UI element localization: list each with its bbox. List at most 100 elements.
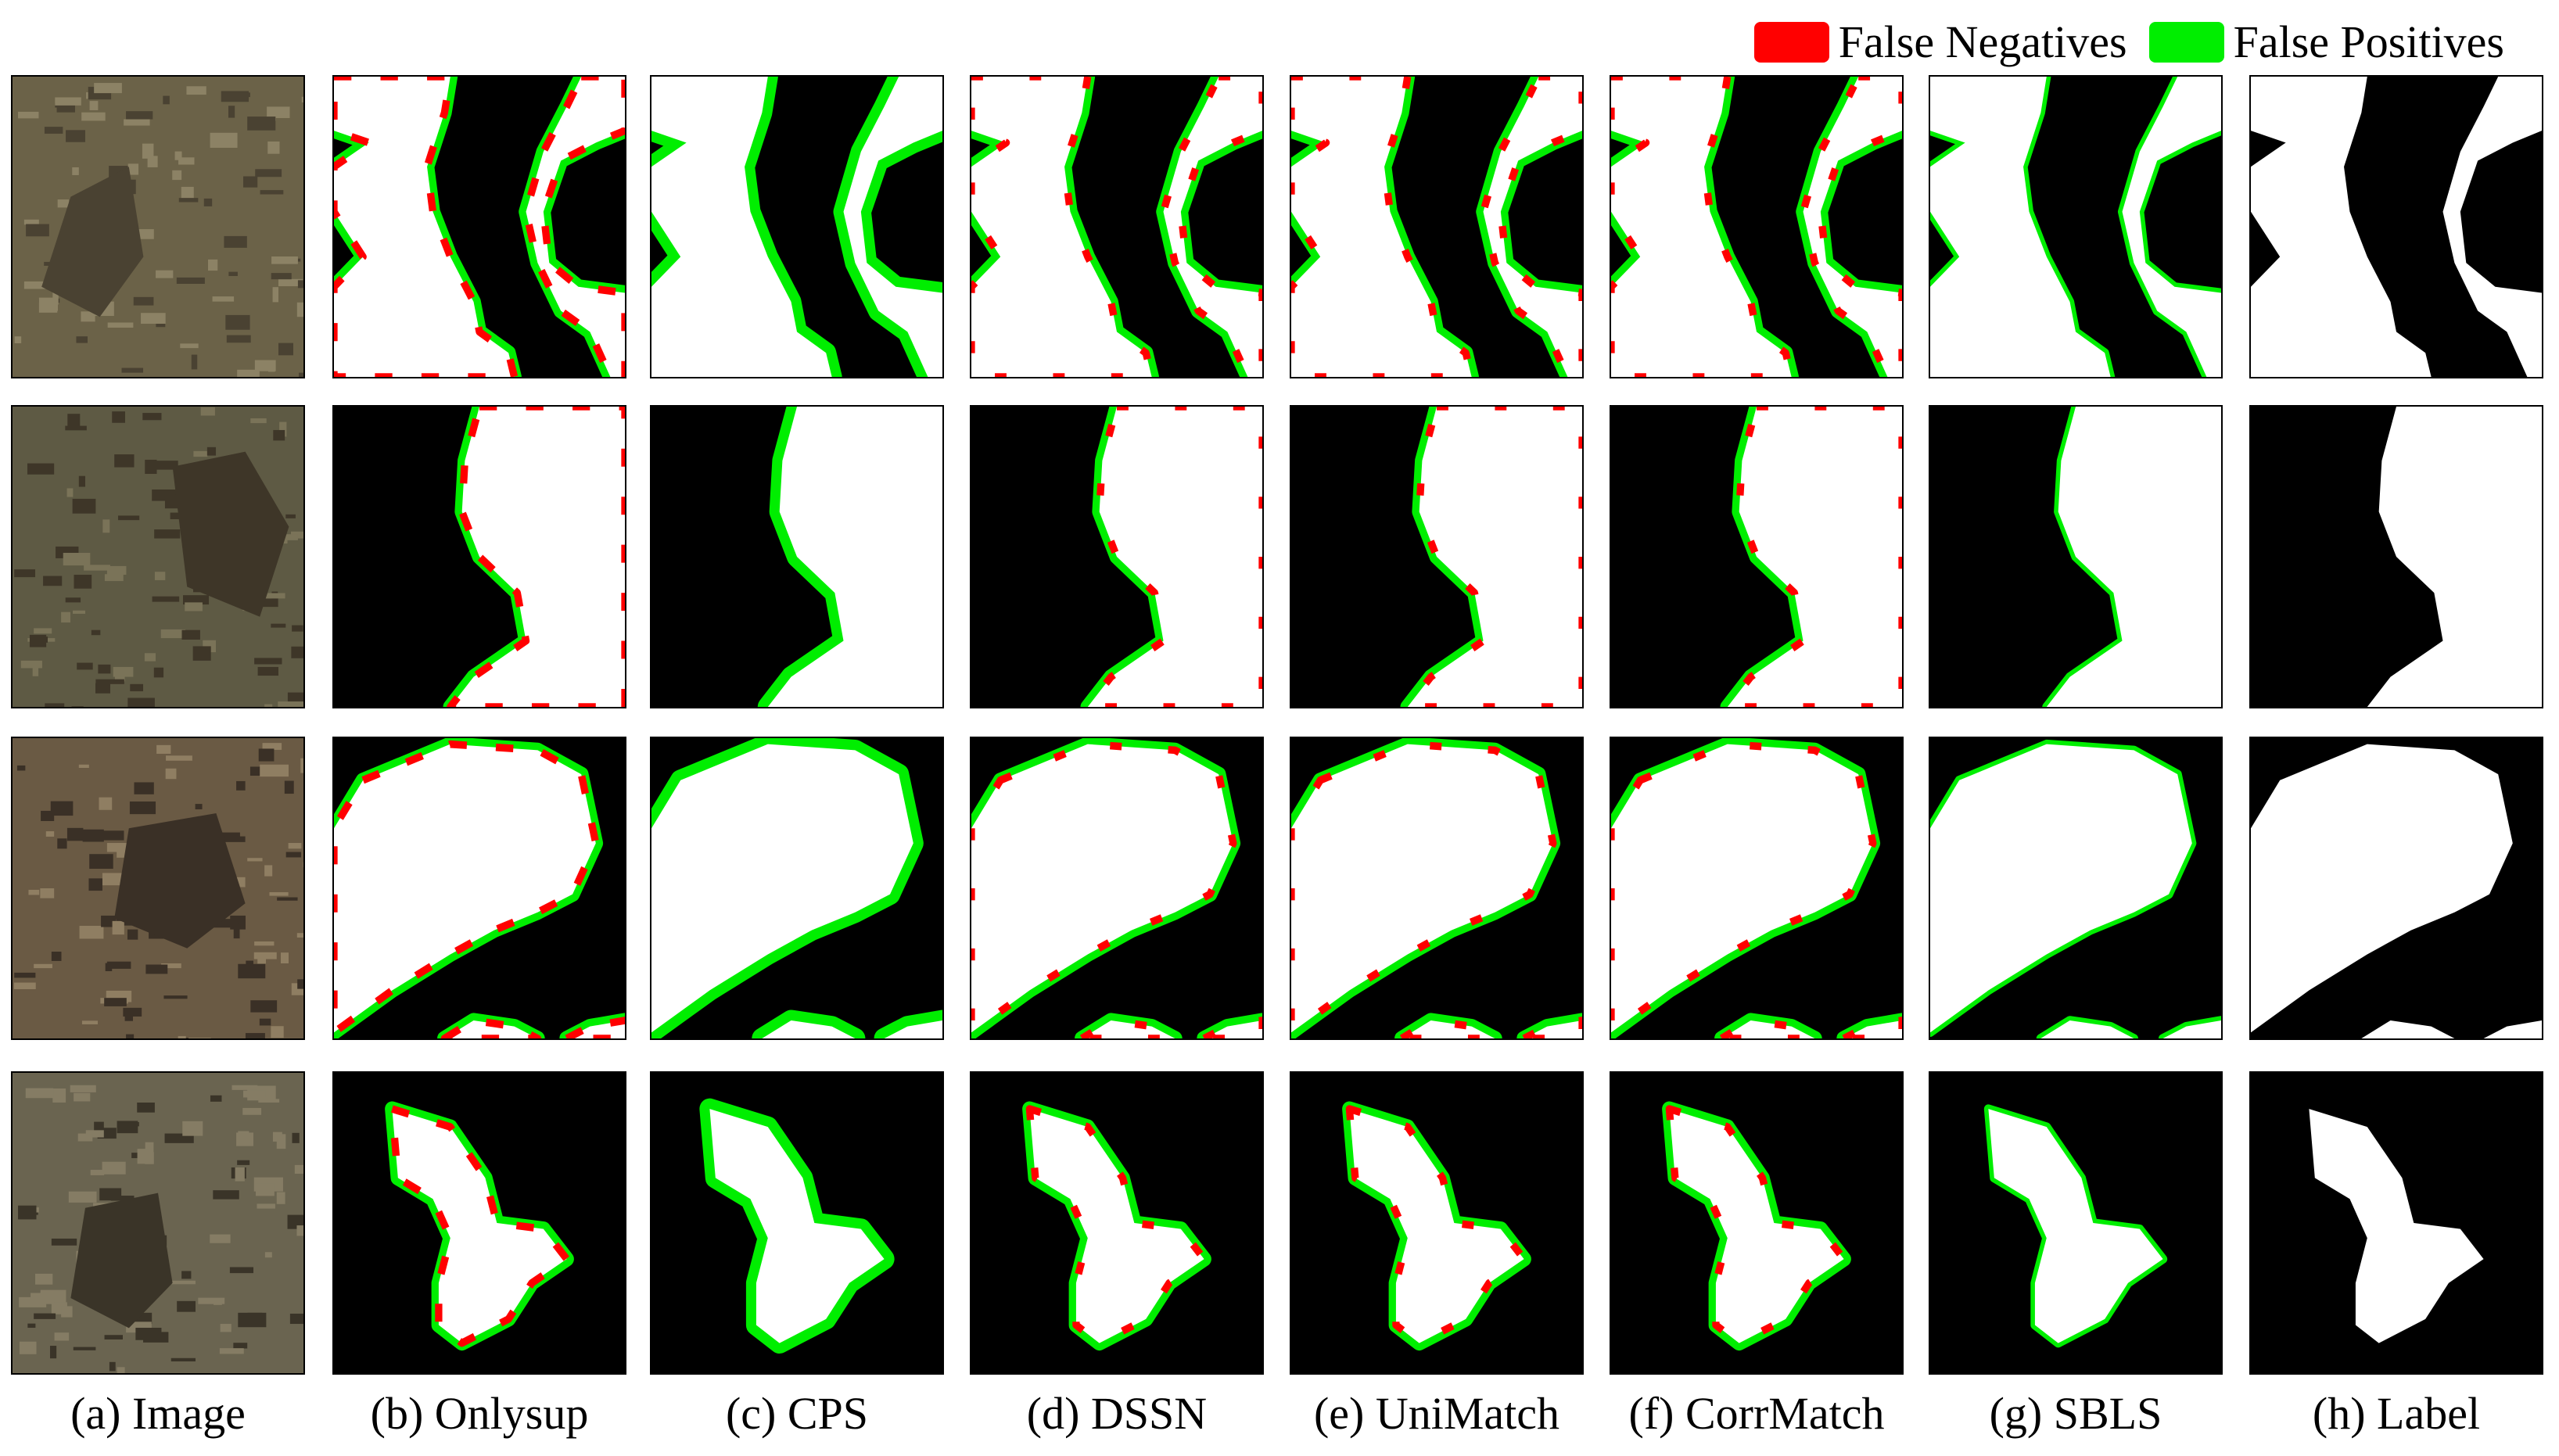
- photo-texture: [247, 858, 262, 861]
- photo-texture: [259, 748, 275, 761]
- photo-texture: [220, 1348, 244, 1354]
- caption-unimatch: (e) UniMatch: [1290, 1382, 1584, 1445]
- photo-texture: [153, 597, 180, 602]
- photo-texture: [17, 766, 25, 771]
- false-positives-swatch: [2149, 22, 2224, 63]
- photo-texture: [134, 782, 153, 794]
- photo-texture: [277, 898, 297, 901]
- corrmatch-mask-panel-row-4: [1610, 1071, 1904, 1375]
- image-panel-row-2: [11, 405, 305, 708]
- photo-texture: [289, 843, 302, 848]
- photo-texture: [290, 1314, 303, 1324]
- photo-texture: [225, 315, 249, 330]
- photo-texture: [178, 1036, 186, 1038]
- image-panel-row-3: [11, 737, 305, 1040]
- false-negatives-label: False Negatives: [1839, 20, 2127, 65]
- photo-texture: [204, 199, 212, 206]
- photo-texture: [118, 515, 139, 520]
- photo-texture: [208, 260, 217, 271]
- photo-texture: [98, 665, 110, 674]
- photo-texture: [46, 831, 54, 837]
- photo-texture: [66, 130, 85, 142]
- dssn-mask-panel-row-1: [970, 75, 1264, 378]
- photo-texture: [99, 798, 112, 810]
- photo-texture: [74, 1347, 96, 1350]
- photo-texture: [24, 220, 39, 225]
- photo-texture: [91, 1170, 104, 1175]
- photo-texture: [72, 167, 79, 175]
- photo-texture: [297, 979, 303, 988]
- photo-texture: [102, 519, 109, 533]
- photo-texture: [260, 1019, 271, 1026]
- photo-texture: [210, 133, 238, 148]
- label-mask-panel-row-4: [2249, 1071, 2543, 1375]
- photo-texture: [161, 629, 185, 638]
- photo-texture: [65, 426, 87, 431]
- photo-texture: [228, 106, 235, 117]
- caption-label: (h) Label: [2249, 1382, 2543, 1445]
- photo-texture: [55, 97, 81, 105]
- photo-texture: [55, 1332, 70, 1340]
- photo-texture: [254, 658, 282, 664]
- photo-texture: [34, 1314, 56, 1319]
- photo-texture: [285, 781, 294, 794]
- photo-texture: [260, 190, 284, 194]
- photo-texture: [41, 811, 54, 821]
- photo-texture: [95, 680, 124, 684]
- onlysup-mask-panel-row-2: [332, 405, 626, 708]
- photo-texture: [264, 705, 272, 707]
- photo-texture: [264, 593, 285, 598]
- photo-texture: [57, 105, 75, 113]
- photo-texture: [14, 983, 36, 989]
- onlysup-mask-panel-row-3: [332, 737, 626, 1040]
- photo-texture: [182, 1121, 203, 1136]
- photo-texture: [70, 1085, 96, 1092]
- caption-onlysup: (b) Onlysup: [332, 1382, 626, 1445]
- photo-texture: [82, 1020, 98, 1024]
- photo-texture: [72, 706, 84, 707]
- photo-texture: [80, 926, 104, 939]
- photo-texture: [125, 1014, 133, 1021]
- photo-texture: [74, 1093, 90, 1102]
- photo-texture: [267, 106, 289, 118]
- dssn-mask-panel-row-3: [970, 737, 1264, 1040]
- photo-texture: [250, 1000, 277, 1012]
- unimatch-mask-panel-row-2: [1290, 405, 1584, 708]
- photo-texture: [126, 1035, 134, 1038]
- photo-texture: [180, 343, 198, 348]
- photo-texture: [300, 758, 303, 773]
- photo-texture: [295, 1165, 303, 1174]
- unimatch-mask-panel-row-3: [1290, 737, 1584, 1040]
- photo-texture: [171, 1281, 196, 1285]
- photo-texture: [18, 112, 38, 118]
- onlysup-mask-panel-row-4: [332, 1071, 626, 1375]
- photo-texture: [20, 1342, 37, 1354]
- sbls-mask-panel-row-2: [1929, 405, 2223, 708]
- image-panel-row-4: [11, 1071, 305, 1375]
- cps-mask-panel-row-4: [650, 1071, 944, 1375]
- photo-texture: [127, 698, 155, 707]
- caption-sbls: (g) SBLS: [1929, 1382, 2223, 1445]
- photo-texture: [231, 1085, 257, 1090]
- cps-mask-panel-row-3: [650, 737, 944, 1040]
- photo-texture: [52, 952, 62, 961]
- photo-texture: [74, 575, 92, 589]
- photo-texture: [254, 952, 277, 959]
- photo-texture: [186, 86, 206, 95]
- photo-texture: [18, 1206, 36, 1220]
- photo-texture: [271, 273, 292, 279]
- photo-texture: [145, 653, 156, 661]
- photo-texture: [214, 1300, 222, 1305]
- photo-texture: [255, 360, 276, 371]
- photo-texture: [291, 647, 303, 658]
- photo-texture: [43, 576, 62, 586]
- photo-texture: [61, 1306, 73, 1317]
- photo-texture: [207, 447, 216, 456]
- photo-texture: [145, 460, 156, 474]
- photo-texture: [109, 1362, 116, 1372]
- photo-texture: [196, 804, 203, 809]
- photo-texture: [66, 597, 81, 602]
- photo-texture: [30, 635, 46, 647]
- corrmatch-mask-panel-row-2: [1610, 405, 1904, 708]
- photo-texture: [250, 418, 266, 423]
